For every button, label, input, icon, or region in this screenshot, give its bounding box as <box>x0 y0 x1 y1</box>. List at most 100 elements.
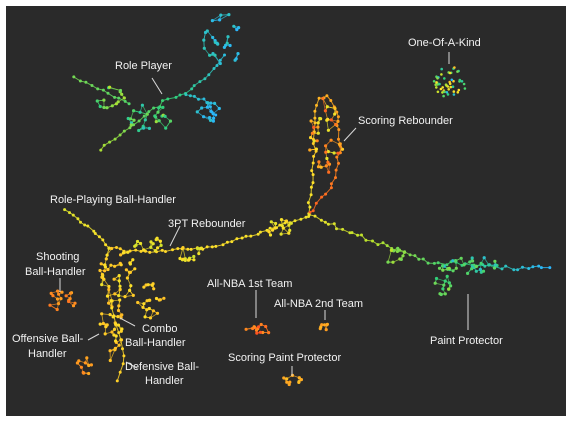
network-node <box>83 224 86 227</box>
network-canvas: Role Player One-Of-A-Kind Scoring Reboun… <box>6 6 566 416</box>
network-node <box>87 364 90 367</box>
network-node <box>152 107 155 110</box>
network-node <box>447 287 450 290</box>
label-combo-ball-handler-line2: Ball-Handler <box>125 337 186 349</box>
network-node <box>351 231 354 234</box>
network-node <box>449 72 452 75</box>
network-node <box>325 164 328 167</box>
network-node <box>118 274 121 277</box>
network-node <box>318 117 321 120</box>
label-3pt-rebounder: 3PT Rebounder <box>168 218 246 230</box>
network-node <box>60 291 63 294</box>
network-node <box>435 81 438 84</box>
network-node <box>57 302 60 305</box>
network-node <box>117 331 120 334</box>
network-node <box>282 227 285 230</box>
network-node <box>131 258 134 261</box>
network-node <box>334 123 337 126</box>
network-node <box>148 299 151 302</box>
network-node <box>464 87 467 90</box>
network-node <box>445 84 448 87</box>
network-node <box>142 127 145 130</box>
network-node <box>457 91 460 94</box>
network-node <box>437 91 440 94</box>
network-node <box>151 284 154 287</box>
network-node <box>440 88 443 91</box>
network-node <box>318 97 321 100</box>
network-node <box>436 77 439 80</box>
network-node <box>479 268 482 271</box>
network-node <box>382 241 385 244</box>
network-node <box>169 120 172 123</box>
network-node <box>294 219 297 222</box>
network-node <box>317 121 320 124</box>
network-node <box>456 70 459 73</box>
network-node <box>114 347 117 350</box>
network-node <box>307 201 310 204</box>
network-node <box>94 232 97 235</box>
network-node <box>142 248 145 251</box>
network-node <box>444 292 447 295</box>
network-node <box>123 130 126 133</box>
network-node <box>118 285 121 288</box>
leader-combo-ball-handler <box>120 318 135 326</box>
network-node <box>119 288 122 291</box>
network-node <box>219 14 222 17</box>
network-node <box>326 105 329 108</box>
network-node <box>211 19 214 22</box>
network-node <box>155 238 158 241</box>
network-node <box>309 136 312 139</box>
network-node <box>104 332 107 335</box>
network-node <box>285 219 288 222</box>
network-node <box>313 117 316 120</box>
network-node <box>209 102 212 105</box>
network-node <box>208 54 211 57</box>
network-node <box>56 308 59 311</box>
network-node <box>310 119 313 122</box>
network-node <box>118 344 121 347</box>
network-node <box>123 96 126 99</box>
network-node <box>336 120 339 123</box>
network-node <box>100 262 103 265</box>
network-node <box>166 98 169 101</box>
network-node <box>115 246 118 249</box>
label-defensive-ball-handler-line2: Handler <box>145 375 184 387</box>
network-node <box>176 247 179 250</box>
network-node <box>68 211 71 214</box>
network-node <box>179 94 182 97</box>
network-node <box>153 114 156 117</box>
network-node <box>454 259 457 262</box>
network-node <box>287 232 290 235</box>
network-node <box>110 330 113 333</box>
network-node <box>209 119 212 122</box>
network-node <box>260 323 263 326</box>
network-node <box>222 243 225 246</box>
network-node <box>192 258 195 261</box>
network-node <box>114 138 117 141</box>
network-node <box>117 100 120 103</box>
network-node <box>206 245 209 248</box>
network-node <box>193 95 196 98</box>
network-node <box>119 89 122 92</box>
network-node <box>288 383 291 386</box>
network-node <box>116 315 119 318</box>
network-node <box>285 377 288 380</box>
network-node <box>337 115 340 118</box>
network-node <box>85 356 88 359</box>
network-node <box>227 13 230 16</box>
network-node <box>118 298 121 301</box>
label-shooting-ball-handler-line2: Ball-Handler <box>25 266 86 278</box>
network-node <box>338 143 341 146</box>
network-node <box>494 263 497 266</box>
network-node <box>117 309 120 312</box>
network-node <box>442 95 445 98</box>
network-node <box>121 347 124 350</box>
network-node <box>162 297 165 300</box>
network-node <box>390 249 393 252</box>
network-node <box>312 126 315 129</box>
network-node <box>470 267 473 270</box>
network-node <box>310 169 313 172</box>
network-node <box>327 129 330 132</box>
network-node <box>461 80 464 83</box>
network-node <box>290 222 293 225</box>
